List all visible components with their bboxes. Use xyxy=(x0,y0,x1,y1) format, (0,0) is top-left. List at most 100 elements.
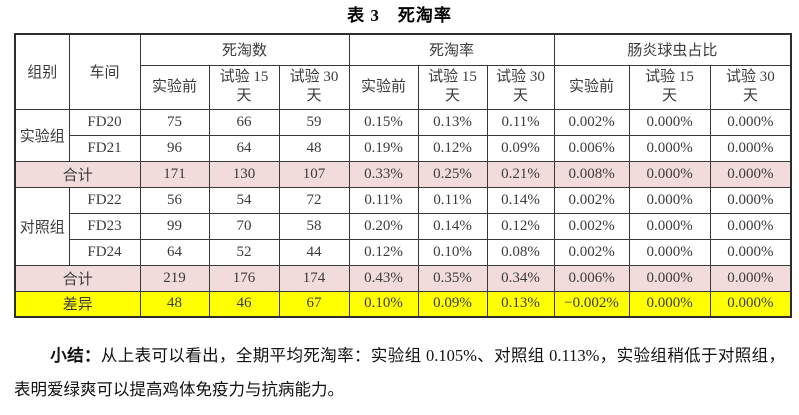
table-row-difference: 差异 48 46 67 0.10% 0.09% 0.13% −0.002% 0.… xyxy=(14,290,792,318)
header-day15: 试验 15 天 xyxy=(417,64,488,110)
header-day30: 试验 30 天 xyxy=(486,64,555,110)
value-cell: 0.11% xyxy=(348,186,419,214)
value-cell: 0.34% xyxy=(486,264,555,292)
value-cell: 0.15% xyxy=(348,108,419,136)
header-day15: 试验 15 天 xyxy=(628,64,711,110)
header-day15: 试验 15 天 xyxy=(208,64,280,110)
subtotal-label: 合计 xyxy=(14,264,141,292)
difference-label: 差异 xyxy=(14,290,141,318)
table-row-subtotal-experimental: 合计 171 130 107 0.33% 0.25% 0.21% 0.008% … xyxy=(14,160,792,188)
value-cell: 44 xyxy=(278,238,350,266)
value-cell: 0.000% xyxy=(628,160,711,188)
value-cell: 0.000% xyxy=(628,264,711,292)
value-cell: 58 xyxy=(278,212,350,240)
value-cell: 46 xyxy=(208,290,280,318)
value-cell: 0.000% xyxy=(709,212,792,240)
value-cell: 0.000% xyxy=(628,108,711,136)
workshop-cell: FD21 xyxy=(68,134,141,162)
value-cell: 0.000% xyxy=(709,160,792,188)
value-cell: 0.11% xyxy=(486,108,555,136)
value-cell: 171 xyxy=(139,160,210,188)
value-cell: 54 xyxy=(208,186,280,214)
table-title: 表 3 死淘率 xyxy=(347,6,452,25)
value-cell: 0.25% xyxy=(417,160,488,188)
value-cell: 0.000% xyxy=(628,186,711,214)
value-cell: 0.10% xyxy=(348,290,419,318)
value-cell: 130 xyxy=(208,160,280,188)
table-row-fd20: 实验组 FD20 75 66 59 0.15% 0.13% 0.11% 0.00… xyxy=(14,108,792,162)
value-cell: 0.09% xyxy=(417,290,488,318)
value-cell: 70 xyxy=(208,212,280,240)
header-pre-trial: 实验前 xyxy=(348,64,419,110)
value-cell: −0.002% xyxy=(553,290,630,318)
header-section-death-rate: 死淘率 xyxy=(348,33,555,66)
value-cell: 52 xyxy=(208,238,280,266)
header-section-death-count: 死淘数 xyxy=(139,33,350,66)
value-cell: 59 xyxy=(278,108,350,136)
value-cell: 0.002% xyxy=(553,212,630,240)
value-cell: 99 xyxy=(139,212,210,240)
header-pre-trial: 实验前 xyxy=(553,64,630,110)
workshop-cell: FD24 xyxy=(68,238,141,266)
header-workshop: 车间 xyxy=(68,33,141,110)
value-cell: 0.12% xyxy=(417,134,488,162)
value-cell: 67 xyxy=(278,290,350,318)
group-label-experimental: 实验组 xyxy=(14,108,70,162)
value-cell: 0.10% xyxy=(417,238,488,266)
table-row-subtotal-control: 合计 219 176 174 0.43% 0.35% 0.34% 0.006% … xyxy=(14,264,792,292)
value-cell: 107 xyxy=(278,160,350,188)
header-row-sections: 组别 车间 死淘数 死淘率 肠炎球虫占比 xyxy=(14,33,792,110)
value-cell: 48 xyxy=(139,290,210,318)
value-cell: 0.35% xyxy=(417,264,488,292)
workshop-cell: FD22 xyxy=(68,186,141,214)
value-cell: 219 xyxy=(139,264,210,292)
value-cell: 72 xyxy=(278,186,350,214)
value-cell: 0.12% xyxy=(486,212,555,240)
value-cell: 0.11% xyxy=(417,186,488,214)
value-cell: 0.008% xyxy=(553,160,630,188)
value-cell: 0.12% xyxy=(348,238,419,266)
value-cell: 176 xyxy=(208,264,280,292)
value-cell: 0.000% xyxy=(709,186,792,214)
workshop-cell: FD20 xyxy=(68,108,141,136)
value-cell: 96 xyxy=(139,134,210,162)
summary-paragraph: 小结：从上表可以看出，全期平均死淘率：实验组 0.105%、对照组 0.113%… xyxy=(14,339,785,407)
value-cell: 0.002% xyxy=(553,186,630,214)
header-day30: 试验 30 天 xyxy=(278,64,350,110)
value-cell: 0.20% xyxy=(348,212,419,240)
header-pre-trial: 实验前 xyxy=(139,64,210,110)
value-cell: 0.000% xyxy=(628,212,711,240)
header-day30: 试验 30 天 xyxy=(709,64,792,110)
value-cell: 64 xyxy=(139,238,210,266)
value-cell: 0.000% xyxy=(628,238,711,266)
value-cell: 48 xyxy=(278,134,350,162)
value-cell: 0.006% xyxy=(553,134,630,162)
value-cell: 0.08% xyxy=(486,238,555,266)
header-section-coccidia-ratio: 肠炎球虫占比 xyxy=(553,33,792,66)
value-cell: 75 xyxy=(139,108,210,136)
value-cell: 0.002% xyxy=(553,238,630,266)
value-cell: 0.000% xyxy=(709,108,792,136)
value-cell: 0.43% xyxy=(348,264,419,292)
value-cell: 0.13% xyxy=(417,108,488,136)
value-cell: 174 xyxy=(278,264,350,292)
table-row-fd22: 对照组 FD22 56 54 72 0.11% 0.11% 0.14% 0.00… xyxy=(14,186,792,266)
value-cell: 0.002% xyxy=(553,108,630,136)
header-group: 组别 xyxy=(14,33,70,110)
table-row-fd24: FD24 64 52 44 0.12% 0.10% 0.08% 0.002% 0… xyxy=(15,238,792,266)
value-cell: 0.33% xyxy=(348,160,419,188)
value-cell: 0.000% xyxy=(709,238,792,266)
value-cell: 0.21% xyxy=(486,160,555,188)
value-cell: 56 xyxy=(139,186,210,214)
value-cell: 0.000% xyxy=(709,290,792,318)
group-label-control: 对照组 xyxy=(14,186,70,266)
summary-text: 从上表可以看出，全期平均死淘率：实验组 0.105%、对照组 0.113%，实验… xyxy=(14,346,786,399)
value-cell: 0.000% xyxy=(628,290,711,318)
value-cell: 0.19% xyxy=(348,134,419,162)
value-cell: 0.000% xyxy=(709,134,792,162)
mortality-table: 组别 车间 死淘数 死淘率 肠炎球虫占比 实验前 试验 15 天 试验 30 天… xyxy=(14,33,793,318)
summary-lead: 小结： xyxy=(50,346,101,365)
workshop-cell: FD23 xyxy=(68,212,141,240)
value-cell: 66 xyxy=(208,108,280,136)
